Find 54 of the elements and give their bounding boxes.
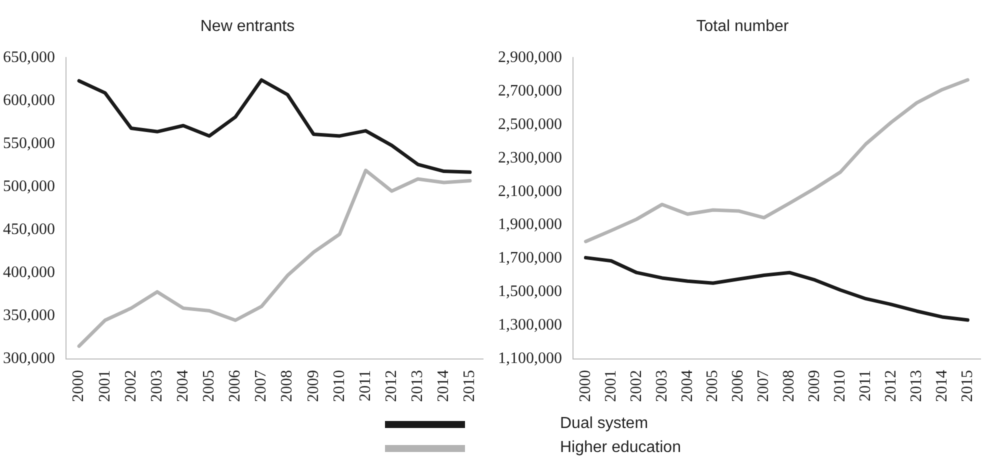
x-tick-label: 2000: [576, 370, 594, 402]
y-tick-label: 400,000: [3, 264, 55, 282]
x-tick-label: 2013: [908, 370, 925, 402]
x-tick-label: 2014: [933, 370, 950, 402]
x-tick-label: 2004: [678, 370, 696, 402]
y-tick-label: 450,000: [3, 221, 55, 238]
x-tick-label: 2002: [122, 370, 140, 402]
x-tick-label: 2008: [278, 370, 296, 402]
x-tick-label: 2007: [252, 370, 270, 402]
text: Higher education: [560, 439, 681, 457]
chart-title: Total number: [695, 18, 790, 36]
x-tick-label: 2012: [882, 370, 900, 402]
x-tick-label: 2011: [857, 370, 874, 402]
y-tick-label: 550,000: [3, 134, 55, 152]
x-tick-label: 2007: [755, 370, 772, 402]
x-tick-label: 2006: [730, 370, 747, 402]
x-tick-label: 2002: [628, 370, 645, 402]
text: Dual system: [560, 415, 648, 433]
x-tick-label: 2009: [304, 370, 322, 402]
x-tick-label: 2010: [330, 370, 348, 402]
x-tick-label: 2009: [806, 370, 824, 402]
x-tick-label: 2015: [461, 370, 478, 402]
x-tick-label: 2014: [435, 370, 452, 402]
y-tick-label: 1,500,000: [498, 283, 562, 300]
x-tick-label: 2010: [832, 370, 849, 402]
y-tick-label: 2,900,000: [498, 48, 562, 66]
x-tick-label: 2011: [356, 370, 374, 402]
x-tick-label: 2008: [780, 370, 798, 402]
y-tick-label: 1,700,000: [498, 250, 562, 267]
y-tick-label: 1,900,000: [498, 216, 562, 234]
x-tick-label: 2001: [602, 370, 620, 402]
x-tick-label: 2003: [653, 370, 670, 402]
y-tick-label: 300,000: [3, 350, 55, 368]
x-tick-label: 2000: [70, 370, 88, 402]
y-tick-label: 500,000: [3, 178, 55, 195]
y-tick-label: 2,100,000: [498, 182, 562, 200]
x-tick-label: 2001: [96, 370, 114, 402]
x-tick-label: 2004: [174, 370, 192, 402]
x-tick-label: 2006: [226, 370, 244, 402]
x-tick-label: 2015: [958, 370, 976, 402]
y-tick-label: 1,100,000: [498, 350, 562, 368]
y-tick-label: 350,000: [3, 307, 55, 324]
x-tick-label: 2012: [382, 370, 400, 402]
y-tick-label: 650,000: [3, 48, 55, 66]
y-tick-label: 2,500,000: [498, 116, 562, 133]
y-tick-label: 2,300,000: [498, 149, 562, 166]
chart-title: New entrants: [199, 18, 296, 36]
x-tick-label: 2013: [409, 370, 426, 402]
x-tick-label: 2005: [200, 370, 218, 402]
y-tick-label: 600,000: [3, 92, 55, 109]
x-tick-label: 2005: [704, 370, 722, 402]
y-tick-label: 1,300,000: [498, 316, 562, 334]
x-tick-label: 2003: [148, 370, 166, 402]
y-tick-label: 2,700,000: [498, 82, 562, 100]
